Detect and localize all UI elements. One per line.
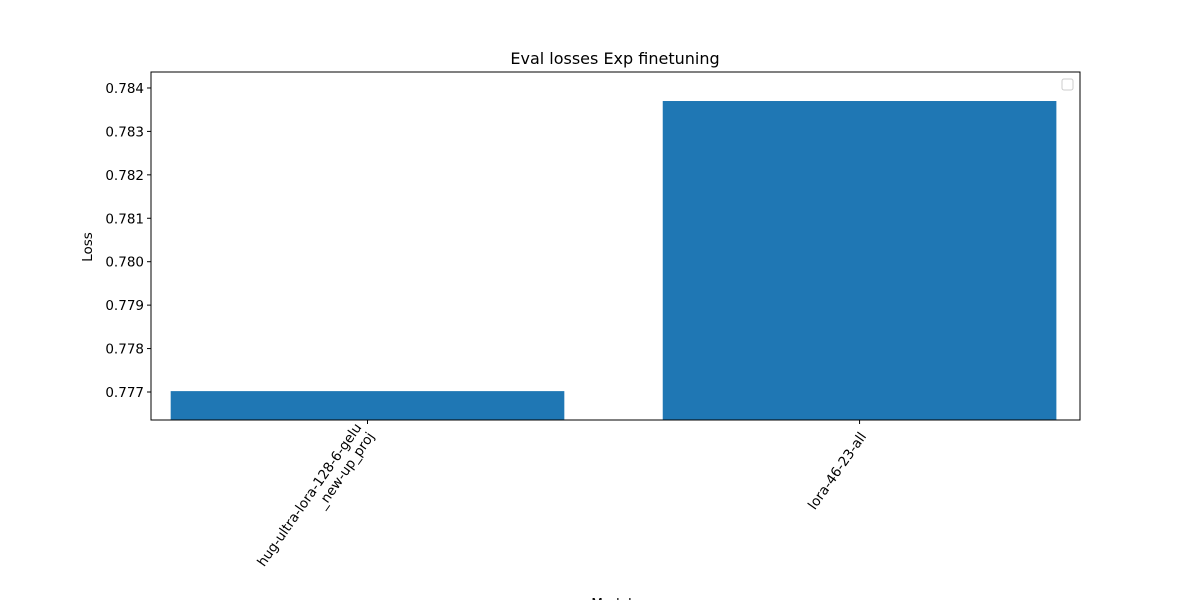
y-tick-label: 0.782 — [105, 168, 144, 184]
y-tick-label: 0.781 — [105, 211, 144, 227]
y-axis-label: Loss — [80, 232, 96, 262]
bar — [170, 391, 565, 420]
plot-frame — [150, 71, 1081, 421]
chart-title: Eval losses Exp finetuning — [510, 49, 719, 68]
x-axis-label: Models — [591, 596, 639, 600]
y-tick-label: 0.783 — [105, 124, 144, 140]
y-tick-label: 0.784 — [105, 81, 144, 97]
y-tick-label: 0.777 — [105, 385, 144, 401]
y-tick-label: 0.778 — [105, 342, 144, 358]
y-tick-label: 0.780 — [105, 255, 144, 271]
legend-box — [1061, 78, 1074, 91]
y-tick-label: 0.779 — [105, 298, 144, 314]
bar — [662, 101, 1057, 420]
